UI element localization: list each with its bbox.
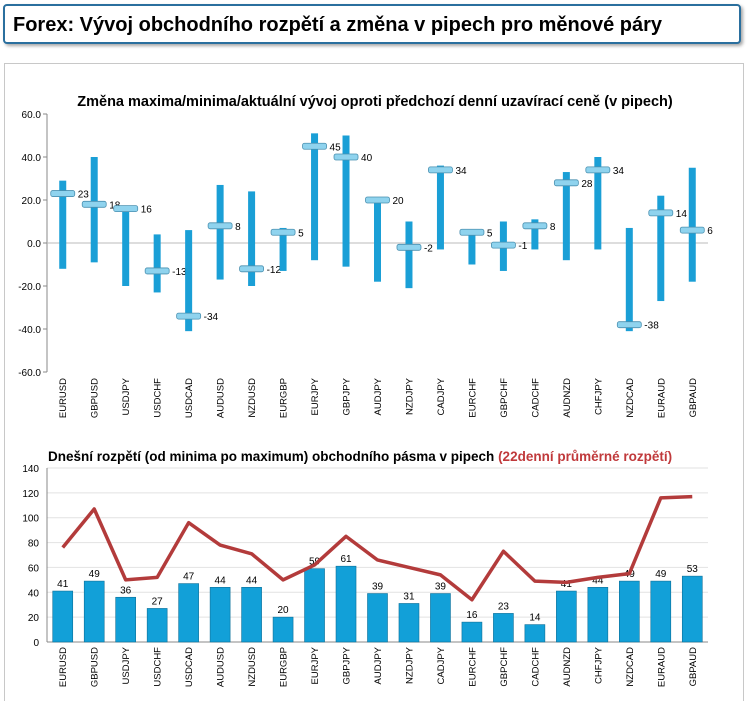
page-header: Forex: Vývoj obchodního rozpětí a změna … — [3, 4, 741, 44]
charts-panel — [4, 63, 744, 701]
page-title: Forex: Vývoj obchodního rozpětí a změna … — [13, 14, 663, 36]
